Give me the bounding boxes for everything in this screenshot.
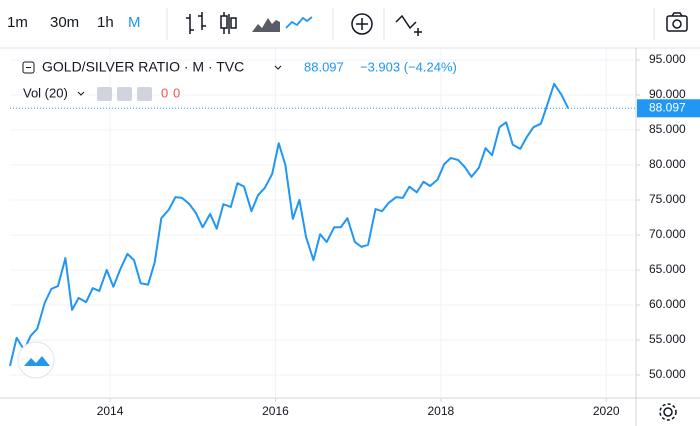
- collapse-button[interactable]: [22, 61, 35, 74]
- screenshot-icon[interactable]: [666, 12, 688, 32]
- logo[interactable]: [17, 341, 55, 379]
- dropdown-icon[interactable]: [77, 91, 85, 96]
- y-tick-label: 65.000: [649, 262, 686, 276]
- x-tick-label: 2016: [262, 404, 289, 418]
- x-tick-label: 2014: [97, 404, 124, 418]
- y-tick-label: 50.000: [649, 367, 686, 381]
- y-tick-label: 80.000: [649, 157, 686, 171]
- candles-icon[interactable]: [220, 12, 237, 34]
- compare-icon[interactable]: [395, 14, 422, 36]
- volume-title: Vol (20): [23, 85, 68, 100]
- y-tick-label: 55.000: [649, 332, 686, 346]
- price-change: −3.903 (−4.24%): [360, 59, 457, 74]
- settings-button[interactable]: [117, 87, 132, 101]
- y-tick-label: 70.000: [649, 227, 686, 241]
- interval-button[interactable]: 1m: [7, 14, 28, 31]
- last-price-label: 88.097: [649, 100, 686, 114]
- interval-button[interactable]: 1h: [97, 14, 114, 31]
- bars-icon[interactable]: [186, 12, 206, 34]
- last-price: 88.097: [304, 59, 344, 74]
- volume-value: 0: [173, 85, 180, 100]
- indicators-icon[interactable]: [351, 13, 373, 35]
- logo-mark: [24, 356, 50, 366]
- last-price-box: [637, 99, 700, 118]
- y-tick-label: 85.000: [649, 122, 686, 136]
- symbol-title: GOLD/SILVER RATIO · M · TVC: [42, 59, 244, 75]
- interval-button-active[interactable]: M: [128, 14, 141, 31]
- visibility-button[interactable]: [97, 87, 112, 101]
- volume-value: 0: [161, 85, 168, 100]
- y-tick-label: 75.000: [649, 192, 686, 206]
- settings-icon[interactable]: [659, 403, 677, 421]
- dropdown-icon[interactable]: [274, 65, 282, 70]
- y-tick-label: 60.000: [649, 297, 686, 311]
- x-tick-label: 2018: [427, 404, 454, 418]
- y-tick-label: 90.000: [649, 87, 686, 101]
- interval-button[interactable]: 30m: [50, 14, 79, 31]
- area-icon[interactable]: [252, 18, 280, 32]
- remove-button[interactable]: [137, 87, 152, 101]
- x-tick-label: 2020: [593, 404, 620, 418]
- y-tick-label: 95.000: [649, 52, 686, 66]
- price-line: [9, 82, 570, 367]
- line-icon[interactable]: [285, 16, 313, 29]
- plot: [9, 82, 636, 367]
